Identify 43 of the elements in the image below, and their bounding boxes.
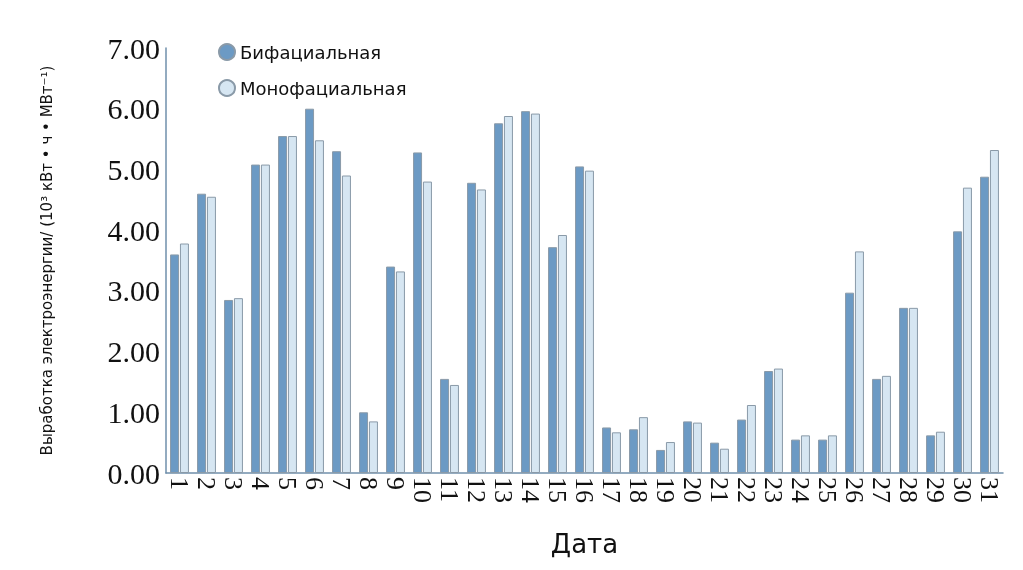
x-tick-label: 18 — [624, 477, 653, 503]
y-tick-label: 0.00 — [107, 456, 160, 490]
x-tick-label: 9 — [381, 477, 410, 490]
x-tick-label: 16 — [570, 477, 599, 503]
x-tick-label: 15 — [543, 477, 572, 503]
y-tick-label: 6.00 — [107, 92, 160, 126]
x-tick-label: 28 — [894, 477, 923, 503]
y-axis-title: Выработка электроэнергии/ (10³ кВт • ч • МВт⁻¹) — [37, 65, 56, 456]
x-axis-title: Дата — [550, 529, 619, 559]
x-tick-label: 22 — [732, 477, 761, 503]
x-tick-label: 17 — [597, 477, 626, 503]
x-tick-label: 13 — [489, 477, 518, 503]
x-tick-label: 21 — [705, 477, 734, 503]
y-tick-label: 2.00 — [107, 335, 160, 369]
y-tick-label: 3.00 — [107, 274, 160, 308]
x-tick-label: 6 — [300, 477, 329, 490]
y-tick-label: 5.00 — [107, 152, 160, 186]
legend-label: Монофациальная — [240, 77, 407, 99]
x-tick-label: 24 — [786, 477, 815, 503]
x-tick-label: 7 — [327, 477, 356, 490]
y-tick-label: 1.00 — [107, 395, 160, 429]
x-tick-label: 20 — [678, 477, 707, 503]
x-tick-label: 3 — [219, 477, 248, 490]
x-tick-label: 8 — [354, 477, 383, 490]
x-tick-label: 11 — [435, 477, 464, 503]
x-tick-label: 14 — [516, 477, 545, 503]
x-tick-label: 10 — [408, 477, 437, 503]
x-tick-label: 12 — [462, 477, 491, 503]
x-tick-label: 4 — [246, 477, 275, 490]
x-tick-label: 23 — [759, 477, 788, 503]
x-tick-label: 2 — [192, 477, 221, 490]
legend-label: Бифациальная — [240, 41, 382, 63]
x-tick-label: 27 — [867, 477, 896, 503]
y-tick-label: 7.00 — [107, 31, 160, 65]
y-tick-label: 4.00 — [107, 213, 160, 247]
x-tick-label: 5 — [273, 477, 302, 490]
x-tick-label: 29 — [921, 477, 950, 503]
x-tick-label: 30 — [948, 477, 977, 503]
x-tick-label: 19 — [651, 477, 680, 503]
x-tick-label: 1 — [165, 477, 194, 490]
x-tick-label: 31 — [975, 477, 1004, 503]
x-tick-label: 26 — [840, 477, 869, 503]
x-tick-label: 25 — [813, 477, 842, 503]
